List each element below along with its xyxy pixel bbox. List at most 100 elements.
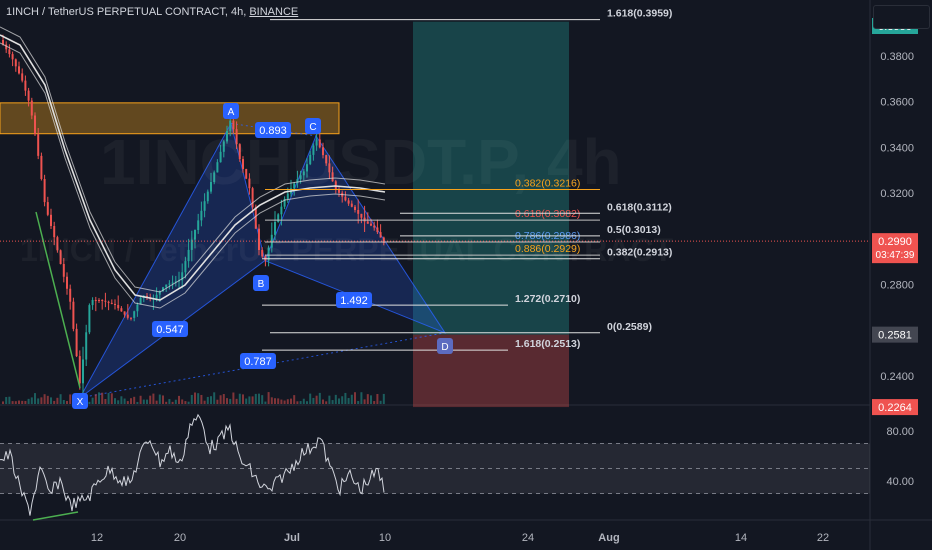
candle-body <box>37 134 40 156</box>
volume-bar <box>299 401 302 404</box>
volume-bar <box>53 400 56 404</box>
volume-bar <box>101 392 104 404</box>
candle-body <box>242 159 244 169</box>
volume-bar <box>376 394 379 404</box>
candle-body <box>139 297 142 305</box>
volume-bar <box>43 394 46 404</box>
volume-bar <box>40 397 43 404</box>
candle-body <box>306 164 308 172</box>
volume-bar <box>8 396 11 404</box>
time-axis-tick: Aug <box>598 532 619 544</box>
candle-body <box>322 147 324 156</box>
volume-bar <box>331 400 334 404</box>
volume-bar <box>165 401 168 404</box>
candle-body <box>117 305 120 309</box>
volume-bar <box>2 401 4 404</box>
volume-bar <box>203 400 206 404</box>
candle-body <box>235 129 238 145</box>
volume-bar <box>91 397 94 404</box>
volume-bar <box>107 392 110 404</box>
price-axis-tick: 0.2400 <box>880 371 914 383</box>
candle-body <box>373 225 376 228</box>
candles <box>2 34 385 396</box>
candle-body <box>110 302 113 304</box>
candle-body <box>155 294 158 299</box>
point-label-c <box>305 118 321 134</box>
ema-line <box>0 34 386 301</box>
candle-body <box>347 200 350 204</box>
rsi-divergence-line <box>32 511 79 521</box>
volume-bar <box>168 399 171 404</box>
time-axis-tick: 20 <box>174 532 186 544</box>
candle-body <box>94 300 97 301</box>
volume-bar <box>274 398 276 404</box>
volume-bar <box>357 401 360 404</box>
time-axis-tick: Jul <box>284 532 300 544</box>
volume-bar <box>318 392 321 404</box>
ratio-label-bg <box>240 353 276 369</box>
fib-level-label: 1.618(0.2513) <box>515 338 580 350</box>
fib-level-label: 1.272(0.2710) <box>515 293 580 305</box>
time-axis-tick: 12 <box>91 532 103 544</box>
candle-body <box>325 155 328 164</box>
volume-bar <box>306 401 308 404</box>
current-price-value: 0.2990 <box>878 236 912 248</box>
top-right-button[interactable] <box>873 5 930 29</box>
ratio-label: 0.893 <box>259 125 287 137</box>
candle-body <box>357 210 360 214</box>
point-letter-d: D <box>441 342 448 353</box>
volume-bar <box>216 399 219 404</box>
volume-bar <box>206 396 209 404</box>
candle-body <box>98 300 100 301</box>
point-label-a <box>223 103 239 119</box>
volume-bar <box>328 395 331 404</box>
volume-bar <box>104 398 107 404</box>
candle-body <box>78 356 81 384</box>
price-tag-label: 0.2264 <box>878 402 912 414</box>
volume-bar <box>46 395 49 404</box>
symbol-label: 1INCH / TetherUS PERPETUAL CONTRACT <box>6 6 225 18</box>
candle-body <box>162 287 164 291</box>
candle-body <box>11 54 14 60</box>
rsi-axis-tick: 80.00 <box>886 426 914 438</box>
volume-bar <box>366 394 369 404</box>
ratio-label: 0.547 <box>156 324 184 336</box>
volume-bar <box>197 393 200 404</box>
candle-body <box>171 282 174 284</box>
volume-bar <box>69 394 72 404</box>
volume-bar <box>264 401 267 404</box>
candle-body <box>40 155 43 179</box>
candle-body <box>210 182 212 192</box>
fib-level-label: 0.5(0.3013) <box>607 224 661 236</box>
candle-body <box>181 272 184 281</box>
volume-bar <box>354 392 356 404</box>
volume-bar <box>261 395 264 404</box>
point-letter-x: X <box>77 397 84 408</box>
candle-body <box>126 314 129 318</box>
candle-body <box>238 144 241 160</box>
volume-bar <box>360 392 363 404</box>
volume-bar <box>94 394 97 404</box>
volume-bar <box>66 400 68 404</box>
candle-body <box>18 66 20 74</box>
fib-level-label: 0.618(0.3112) <box>607 201 672 213</box>
volume-bar <box>248 396 251 404</box>
candle-body <box>229 120 232 131</box>
candle-body <box>251 188 254 208</box>
volume-bar <box>258 393 260 404</box>
exchange-link[interactable]: BINANCE <box>249 6 299 18</box>
ac-line <box>230 122 317 137</box>
price-axis-tick: 0.2800 <box>880 280 914 292</box>
volume-bar <box>229 398 232 404</box>
volume-bar <box>270 397 273 404</box>
candle-body <box>315 139 318 146</box>
volume-bar <box>190 394 193 404</box>
price-axis-tick: 0.3600 <box>880 97 914 109</box>
candle-body <box>270 234 273 248</box>
candle-body <box>59 250 62 264</box>
candle-body <box>258 228 260 250</box>
candle-body <box>62 264 65 277</box>
candle-body <box>318 139 321 148</box>
chart-title: 1INCH / TetherUS PERPETUAL CONTRACT, 4h,… <box>6 6 299 18</box>
